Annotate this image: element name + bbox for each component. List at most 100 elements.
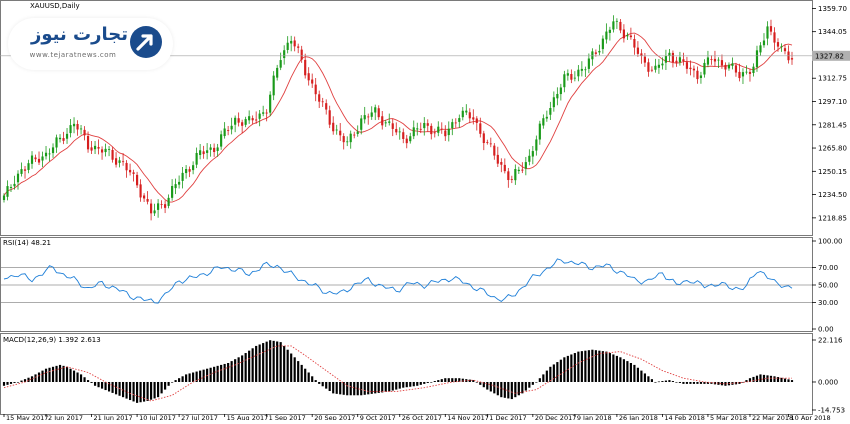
candle-body	[2, 195, 6, 201]
macd-bar	[69, 368, 72, 382]
macd-bar	[167, 381, 170, 386]
candle-body	[62, 138, 65, 141]
candle-body	[286, 42, 289, 50]
candle-body	[41, 156, 44, 161]
macd-bar	[790, 380, 794, 382]
macd-bar	[335, 381, 338, 394]
logo-brand-text: تجارت نیوز	[31, 24, 128, 45]
candle-body	[580, 68, 583, 71]
candle-body	[528, 155, 531, 162]
candle-body	[6, 186, 9, 197]
macd-bar	[720, 381, 724, 386]
macd-bar	[363, 381, 366, 395]
candle-body	[353, 134, 356, 136]
macd-bar	[769, 375, 773, 382]
candle-body	[640, 53, 643, 56]
date-tick-label: 22 Mar 2018	[752, 414, 793, 420]
date-tick-label: 26 Jan 2018	[619, 414, 658, 420]
macd-bar	[192, 372, 195, 382]
macd-bar	[188, 373, 191, 382]
candle-body	[521, 169, 524, 171]
macd-bar	[664, 380, 668, 382]
candle-body	[20, 169, 23, 174]
candle-body	[654, 65, 657, 70]
candle-body	[563, 74, 566, 88]
macd-bar	[16, 381, 20, 383]
candle-body	[69, 125, 72, 134]
candle-body	[241, 122, 244, 126]
candle-body	[549, 108, 552, 115]
candle-body	[545, 116, 548, 119]
macd-bar	[251, 348, 254, 382]
candle-body	[619, 21, 622, 31]
date-tick-label: 20 Sep 2017	[314, 414, 355, 420]
candle-body	[227, 130, 230, 131]
candle-body	[451, 122, 454, 129]
candle-body	[121, 161, 125, 163]
macd-bar	[776, 377, 780, 382]
macd-bar	[199, 370, 202, 382]
macd-bar	[689, 381, 692, 384]
macd-bar	[412, 381, 415, 387]
macd-bar	[114, 381, 118, 395]
candle-body	[556, 93, 559, 99]
macd-bar	[510, 381, 513, 400]
candle-body	[437, 126, 440, 133]
macd-bar	[738, 381, 741, 384]
candle-body	[342, 136, 345, 143]
macd-bar	[41, 370, 44, 382]
candle-body	[255, 119, 258, 121]
macd-bar	[2, 381, 6, 386]
candle-body	[174, 184, 177, 189]
date-tick-label: 21 Jun 2017	[94, 414, 133, 420]
macd-bar	[780, 377, 783, 382]
macd-bar	[703, 381, 706, 384]
macd-bar	[454, 378, 457, 382]
macd-bar	[339, 381, 342, 395]
candle-body	[535, 139, 538, 151]
candle-body	[388, 121, 391, 123]
macd-bar	[661, 381, 664, 382]
macd-bar	[139, 381, 142, 403]
candle-body	[426, 123, 429, 126]
macd-bar	[6, 381, 9, 385]
candle-body	[479, 123, 482, 134]
candle-body	[398, 131, 401, 133]
macd-bar	[699, 381, 703, 384]
macd-bar	[521, 381, 524, 394]
candle-body	[97, 147, 100, 149]
macd-bar	[150, 381, 153, 400]
date-tick-label: 10 Jul 2017	[139, 414, 176, 420]
macd-bar	[153, 381, 156, 399]
macd-tick-label: -14.753	[818, 407, 845, 415]
macd-bar	[349, 381, 352, 396]
macd-bar	[692, 381, 696, 384]
macd-bar	[741, 381, 745, 383]
macd-bar	[545, 370, 548, 382]
macd-bar	[444, 378, 447, 382]
macd-bar	[524, 381, 527, 391]
rsi-levels: 100.00 70.00 50.00 30.00 0.00	[1, 238, 843, 334]
candle-body	[363, 115, 366, 120]
candle-body	[745, 71, 748, 73]
macd-bar	[195, 371, 198, 382]
rsi-tick-label: 100.00	[818, 238, 843, 246]
candle-body	[195, 152, 198, 165]
macd-bar	[143, 381, 146, 402]
date-tick-label: 27 Jul 2017	[181, 414, 218, 420]
candle-body	[199, 150, 202, 156]
candle-body	[262, 112, 265, 114]
candle-body	[601, 38, 604, 50]
candle-body	[339, 130, 342, 136]
candle-body	[65, 133, 69, 139]
macd-bar	[318, 381, 321, 384]
macd-bar	[223, 363, 226, 382]
candle-body	[671, 52, 675, 63]
candle-body	[55, 137, 58, 148]
macd-bar	[430, 381, 433, 383]
macd-bar	[419, 381, 422, 385]
candle-body	[524, 162, 527, 169]
candle-body	[766, 26, 769, 39]
candle-body	[160, 204, 163, 205]
